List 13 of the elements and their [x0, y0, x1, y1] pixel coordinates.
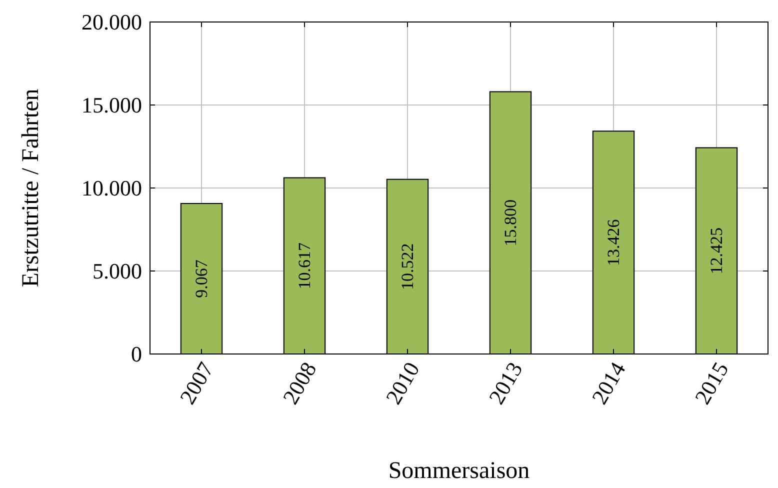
data-label: 12.425: [707, 227, 726, 274]
x-axis-title: Sommersaison: [388, 458, 530, 484]
data-label: 15.800: [501, 199, 520, 246]
data-label: 9.067: [192, 259, 211, 298]
y-tick-label: 5.000: [92, 258, 142, 284]
y-tick-label: 20.000: [82, 10, 142, 34]
y-axis-title: Erstzutritte / Fahrten: [18, 88, 44, 288]
data-label: 10.522: [398, 243, 417, 290]
data-label: 10.617: [295, 242, 314, 290]
y-tick-label: 15.000: [82, 92, 142, 118]
y-tick-label: 10.000: [82, 176, 142, 200]
y-tick-label: 0: [131, 342, 142, 366]
data-label: 13.426: [604, 219, 623, 266]
